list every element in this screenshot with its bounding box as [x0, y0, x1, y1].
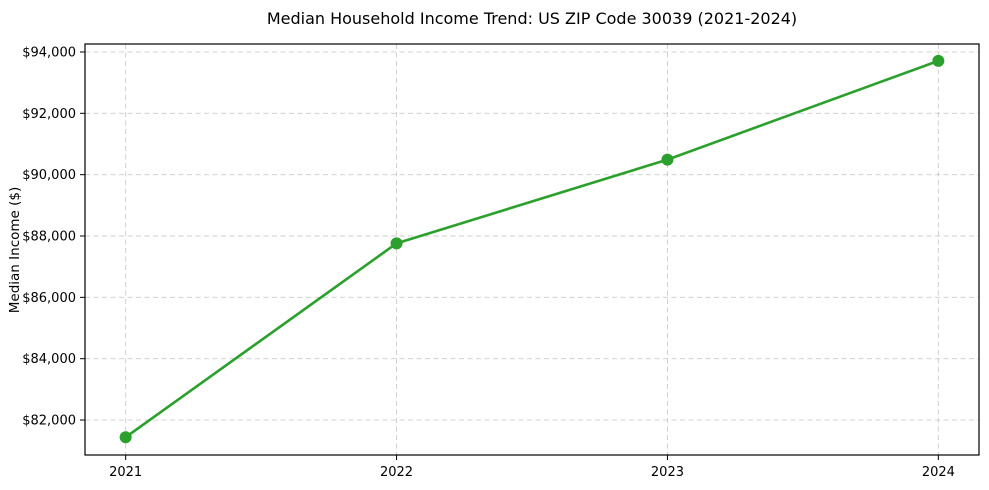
y-tick-label: $92,000: [22, 107, 76, 122]
data-point: [390, 237, 403, 250]
y-tick-label: $94,000: [22, 45, 76, 60]
x-tick-label: 2024: [922, 465, 955, 480]
x-tick-label: 2023: [651, 465, 684, 480]
y-tick-label: $82,000: [22, 414, 76, 429]
plot-border: [84, 43, 980, 456]
data-point: [932, 54, 945, 67]
data-point: [661, 153, 674, 166]
y-tick-label: $86,000: [22, 291, 76, 306]
y-tick-label: $84,000: [22, 352, 76, 367]
trend-line: [124, 59, 940, 439]
data-point: [119, 431, 132, 444]
x-tick-label: 2021: [109, 465, 142, 480]
chart-title: Median Household Income Trend: US ZIP Co…: [266, 9, 798, 28]
x-tick-label: 2022: [380, 465, 413, 480]
y-tick-label: $90,000: [22, 168, 76, 183]
y-tick-label: $88,000: [22, 230, 76, 245]
